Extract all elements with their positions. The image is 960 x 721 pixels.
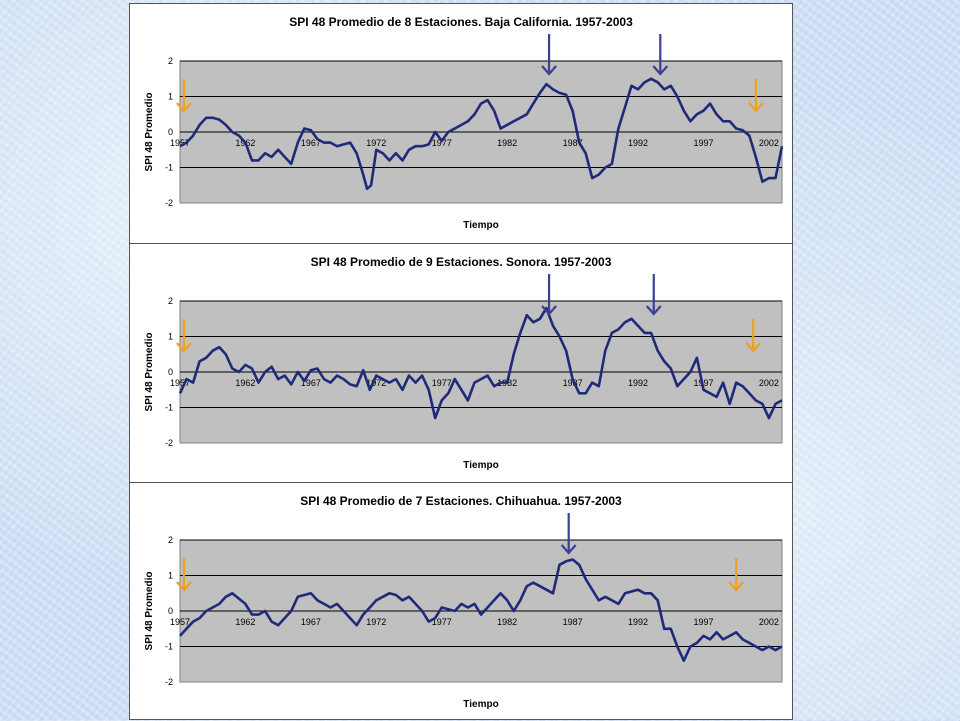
y-tick-label: -1 [165, 642, 173, 652]
x-tick-label: 1997 [693, 378, 713, 388]
y-tick-label: 2 [168, 296, 173, 306]
arrow-down-orange-icon [176, 319, 192, 353]
x-tick-label: 1992 [628, 378, 648, 388]
x-tick-label: 1957 [170, 378, 190, 388]
x-tick-label: 1982 [497, 617, 517, 627]
x-tick-label: 1972 [366, 138, 386, 148]
series-line [178, 306, 783, 420]
chart-panel-sonora: SPI 48 Promedio de 9 Estaciones. Sonora.… [130, 244, 792, 482]
y-tick-label: 0 [168, 127, 173, 137]
x-tick-label: 1962 [235, 617, 255, 627]
arrow-down-blue-icon [560, 513, 577, 555]
x-tick-label: 1972 [366, 617, 386, 627]
y-tick-label: -2 [165, 198, 173, 208]
x-tick-label: 1997 [693, 138, 713, 148]
x-tick-label: 1992 [628, 617, 648, 627]
y-axis-label: SPI 48 Promedio [144, 572, 155, 651]
x-tick-label: 1967 [301, 138, 321, 148]
x-axis-label: Tiempo [463, 220, 498, 231]
x-tick-label: 1987 [563, 378, 583, 388]
y-tick-label: -1 [165, 163, 173, 173]
y-axis-label: SPI 48 Promedio [144, 333, 155, 412]
y-tick-label: 1 [168, 92, 173, 102]
y-tick-label: 2 [168, 535, 173, 545]
x-tick-label: 1957 [170, 138, 190, 148]
chart-title: SPI 48 Promedio de 9 Estaciones. Sonora.… [311, 255, 612, 269]
x-tick-label: 1962 [235, 378, 255, 388]
y-tick-label: 1 [168, 571, 173, 581]
arrow-down-blue-icon [645, 274, 662, 316]
series-line [179, 77, 784, 191]
chart-svg-baja-california: SPI 48 Promedio de 8 Estaciones. Baja Ca… [144, 15, 784, 231]
x-tick-label: 1997 [693, 617, 713, 627]
y-tick-label: -2 [165, 677, 173, 687]
arrow-down-blue-icon [541, 34, 557, 76]
x-tick-label: 1967 [301, 617, 321, 627]
arrow-down-orange-icon [176, 79, 192, 113]
chart-stack: SPI 48 Promedio de 8 Estaciones. Baja Ca… [129, 3, 793, 720]
x-tick-label: 1972 [366, 378, 386, 388]
arrow-down-orange-icon [745, 319, 762, 353]
x-axis-label: Tiempo [463, 699, 498, 710]
panel-divider [130, 243, 792, 244]
x-tick-label: 1977 [432, 617, 452, 627]
y-tick-label: 1 [168, 332, 173, 342]
chart-svg-chihuahua: SPI 48 Promedio de 7 Estaciones. Chihuah… [144, 494, 783, 710]
x-axis-label: Tiempo [463, 460, 498, 471]
x-tick-label: 1992 [628, 138, 648, 148]
x-tick-label: 1977 [432, 378, 452, 388]
x-tick-label: 1982 [497, 138, 517, 148]
x-tick-label: 1977 [432, 138, 452, 148]
arrow-down-blue-icon [541, 274, 557, 316]
x-tick-label: 1957 [170, 617, 190, 627]
y-tick-label: -1 [165, 403, 173, 413]
arrow-down-orange-icon [728, 558, 745, 592]
arrow-down-orange-icon [176, 558, 192, 592]
chart-panel-baja-california: SPI 48 Promedio de 8 Estaciones. Baja Ca… [130, 4, 792, 242]
chart-panel-chihuahua: SPI 48 Promedio de 7 Estaciones. Chihuah… [130, 483, 792, 721]
x-tick-label: 1987 [563, 138, 583, 148]
chart-title: SPI 48 Promedio de 7 Estaciones. Chihuah… [300, 494, 622, 508]
y-tick-label: 2 [168, 56, 173, 66]
y-tick-label: 0 [168, 367, 173, 377]
panel-divider [130, 482, 792, 483]
y-tick-label: -2 [165, 438, 173, 448]
x-tick-label: 1987 [563, 617, 583, 627]
series-line [179, 558, 783, 662]
x-tick-label: 2002 [759, 378, 779, 388]
x-tick-label: 2002 [759, 617, 779, 627]
x-tick-label: 1967 [301, 378, 321, 388]
chart-svg-sonora: SPI 48 Promedio de 9 Estaciones. Sonora.… [144, 255, 783, 471]
y-axis-label: SPI 48 Promedio [144, 93, 155, 172]
arrow-down-blue-icon [652, 34, 669, 76]
arrow-down-orange-icon [747, 79, 764, 113]
y-tick-label: 0 [168, 606, 173, 616]
chart-title: SPI 48 Promedio de 8 Estaciones. Baja Ca… [289, 15, 633, 29]
x-tick-label: 2002 [759, 138, 779, 148]
